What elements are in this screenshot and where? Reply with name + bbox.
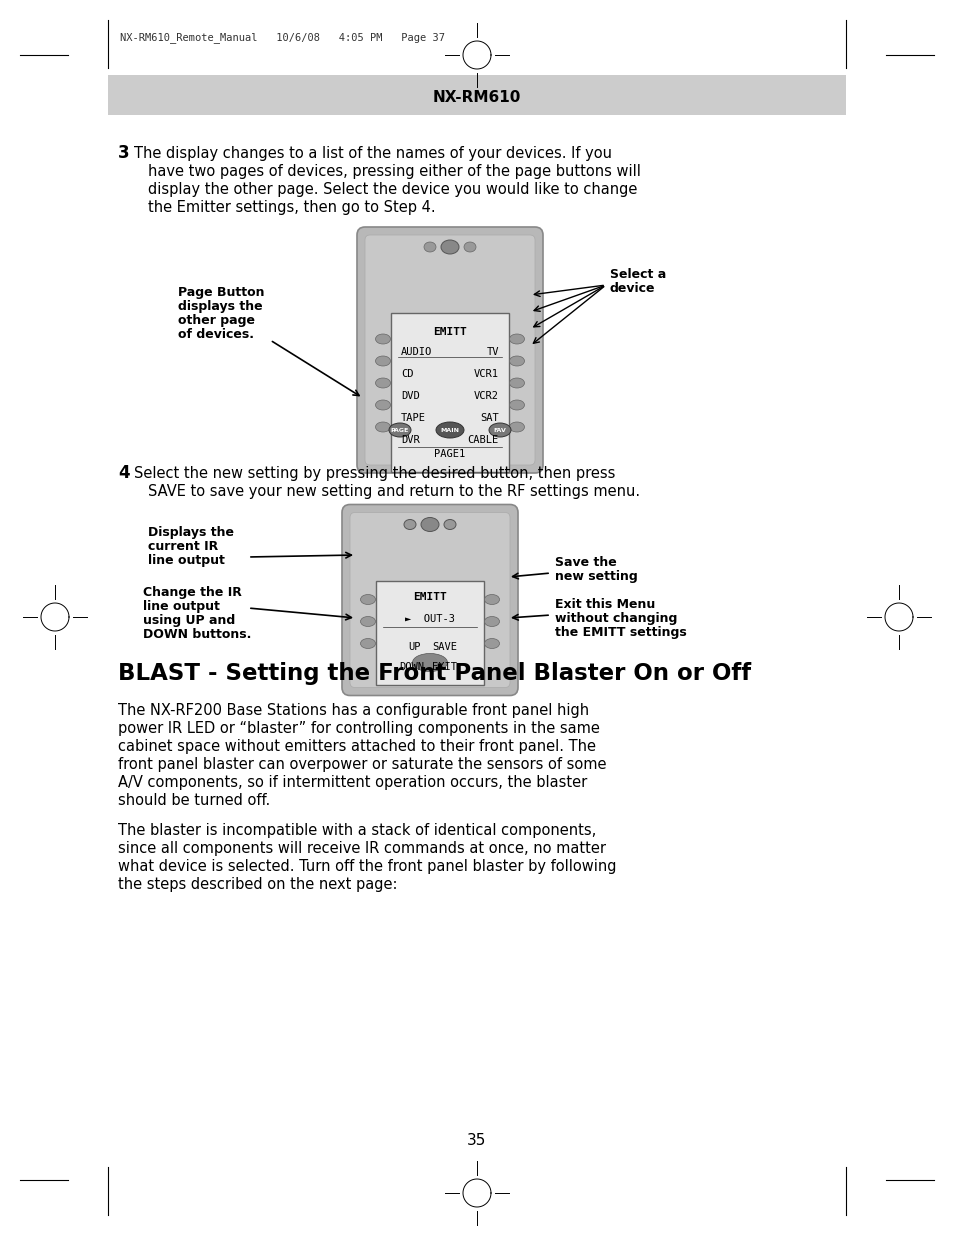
Text: Exit this Menu: Exit this Menu bbox=[555, 598, 655, 611]
Text: what device is selected. Turn off the front panel blaster by following: what device is selected. Turn off the fr… bbox=[118, 860, 616, 874]
Text: EMITT: EMITT bbox=[413, 593, 446, 603]
Ellipse shape bbox=[403, 520, 416, 530]
Text: A/V components, so if intermittent operation occurs, the blaster: A/V components, so if intermittent opera… bbox=[118, 776, 587, 790]
Ellipse shape bbox=[509, 333, 524, 345]
Ellipse shape bbox=[509, 378, 524, 388]
Text: PAGE: PAGE bbox=[391, 427, 409, 432]
Text: should be turned off.: should be turned off. bbox=[118, 793, 270, 808]
Text: 4: 4 bbox=[118, 464, 130, 482]
Text: without changing: without changing bbox=[555, 613, 677, 625]
Text: VCR1: VCR1 bbox=[474, 369, 498, 379]
Text: line output: line output bbox=[143, 600, 219, 613]
Text: TV: TV bbox=[486, 347, 498, 357]
Text: BLAST - Setting the Front Panel Blaster On or Off: BLAST - Setting the Front Panel Blaster … bbox=[118, 662, 750, 685]
Text: DOWN buttons.: DOWN buttons. bbox=[143, 629, 251, 641]
Text: CD: CD bbox=[400, 369, 413, 379]
Text: PAGE1: PAGE1 bbox=[434, 450, 465, 459]
Text: cabinet space without emitters attached to their front panel. The: cabinet space without emitters attached … bbox=[118, 739, 596, 755]
Text: The NX-RF200 Base Stations has a configurable front panel high: The NX-RF200 Base Stations has a configu… bbox=[118, 703, 589, 718]
Ellipse shape bbox=[509, 400, 524, 410]
Text: 35: 35 bbox=[467, 1132, 486, 1149]
Text: The display changes to a list of the names of your devices. If you: The display changes to a list of the nam… bbox=[133, 146, 612, 161]
Text: of devices.: of devices. bbox=[178, 329, 253, 341]
Text: The blaster is incompatible with a stack of identical components,: The blaster is incompatible with a stack… bbox=[118, 823, 596, 839]
Text: new setting: new setting bbox=[555, 571, 638, 583]
Text: power IR LED or “blaster” for controlling components in the same: power IR LED or “blaster” for controllin… bbox=[118, 721, 599, 736]
Text: EXIT: EXIT bbox=[432, 662, 457, 673]
Text: the EMITT settings: the EMITT settings bbox=[555, 626, 686, 638]
FancyBboxPatch shape bbox=[375, 580, 483, 684]
FancyBboxPatch shape bbox=[108, 75, 845, 115]
Ellipse shape bbox=[509, 356, 524, 366]
Text: displays the: displays the bbox=[178, 300, 262, 312]
Text: other page: other page bbox=[178, 314, 254, 327]
Ellipse shape bbox=[484, 616, 499, 626]
Text: NX-RM610: NX-RM610 bbox=[433, 90, 520, 105]
Text: TAPE: TAPE bbox=[400, 412, 426, 424]
Text: MAIN: MAIN bbox=[440, 427, 459, 432]
Ellipse shape bbox=[375, 400, 390, 410]
Ellipse shape bbox=[412, 653, 447, 672]
Text: SAVE to save your new setting and return to the RF settings menu.: SAVE to save your new setting and return… bbox=[148, 484, 639, 499]
Text: the Emitter settings, then go to Step 4.: the Emitter settings, then go to Step 4. bbox=[148, 200, 436, 215]
Ellipse shape bbox=[509, 422, 524, 432]
Ellipse shape bbox=[443, 520, 456, 530]
FancyBboxPatch shape bbox=[341, 505, 517, 695]
Ellipse shape bbox=[360, 616, 375, 626]
Text: Save the: Save the bbox=[555, 556, 616, 569]
FancyBboxPatch shape bbox=[365, 235, 535, 466]
Ellipse shape bbox=[375, 378, 390, 388]
Text: Change the IR: Change the IR bbox=[143, 585, 242, 599]
Ellipse shape bbox=[389, 424, 411, 437]
Text: ►  OUT-3: ► OUT-3 bbox=[405, 615, 455, 625]
Ellipse shape bbox=[484, 594, 499, 604]
Text: NX-RM610_Remote_Manual   10/6/08   4:05 PM   Page 37: NX-RM610_Remote_Manual 10/6/08 4:05 PM P… bbox=[120, 32, 444, 43]
Text: DVR: DVR bbox=[400, 435, 419, 445]
Text: display the other page. Select the device you would like to change: display the other page. Select the devic… bbox=[148, 182, 637, 198]
Text: CABLE: CABLE bbox=[467, 435, 498, 445]
Text: Displays the: Displays the bbox=[148, 526, 233, 538]
Ellipse shape bbox=[423, 242, 436, 252]
Text: AUDIO: AUDIO bbox=[400, 347, 432, 357]
Text: UP: UP bbox=[408, 642, 421, 652]
Ellipse shape bbox=[360, 594, 375, 604]
Ellipse shape bbox=[420, 517, 438, 531]
FancyBboxPatch shape bbox=[350, 513, 510, 688]
Text: line output: line output bbox=[148, 555, 225, 567]
Ellipse shape bbox=[375, 422, 390, 432]
Text: front panel blaster can overpower or saturate the sensors of some: front panel blaster can overpower or sat… bbox=[118, 757, 606, 772]
FancyBboxPatch shape bbox=[391, 312, 509, 472]
Text: SAT: SAT bbox=[479, 412, 498, 424]
Text: since all components will receive IR commands at once, no matter: since all components will receive IR com… bbox=[118, 841, 605, 856]
Ellipse shape bbox=[375, 333, 390, 345]
Text: Page Button: Page Button bbox=[178, 287, 264, 299]
Text: DVD: DVD bbox=[400, 391, 419, 401]
Text: have two pages of devices, pressing either of the page buttons will: have two pages of devices, pressing eith… bbox=[148, 164, 640, 179]
Text: the steps described on the next page:: the steps described on the next page: bbox=[118, 877, 397, 892]
Ellipse shape bbox=[484, 638, 499, 648]
Text: Select a: Select a bbox=[609, 268, 665, 282]
Ellipse shape bbox=[463, 242, 476, 252]
Text: EMITT: EMITT bbox=[433, 327, 466, 337]
Text: VCR2: VCR2 bbox=[474, 391, 498, 401]
Ellipse shape bbox=[440, 240, 458, 254]
Ellipse shape bbox=[436, 422, 463, 438]
Text: device: device bbox=[609, 282, 655, 295]
Text: DOWN: DOWN bbox=[399, 662, 424, 673]
Text: FAV: FAV bbox=[493, 427, 506, 432]
Ellipse shape bbox=[375, 356, 390, 366]
FancyBboxPatch shape bbox=[356, 227, 542, 473]
Text: current IR: current IR bbox=[148, 540, 218, 553]
Ellipse shape bbox=[360, 638, 375, 648]
Text: using UP and: using UP and bbox=[143, 614, 235, 627]
Ellipse shape bbox=[489, 424, 511, 437]
Text: 3: 3 bbox=[118, 144, 130, 162]
Text: Select the new setting by pressing the desired button, then press: Select the new setting by pressing the d… bbox=[133, 466, 615, 480]
Text: SAVE: SAVE bbox=[432, 642, 457, 652]
